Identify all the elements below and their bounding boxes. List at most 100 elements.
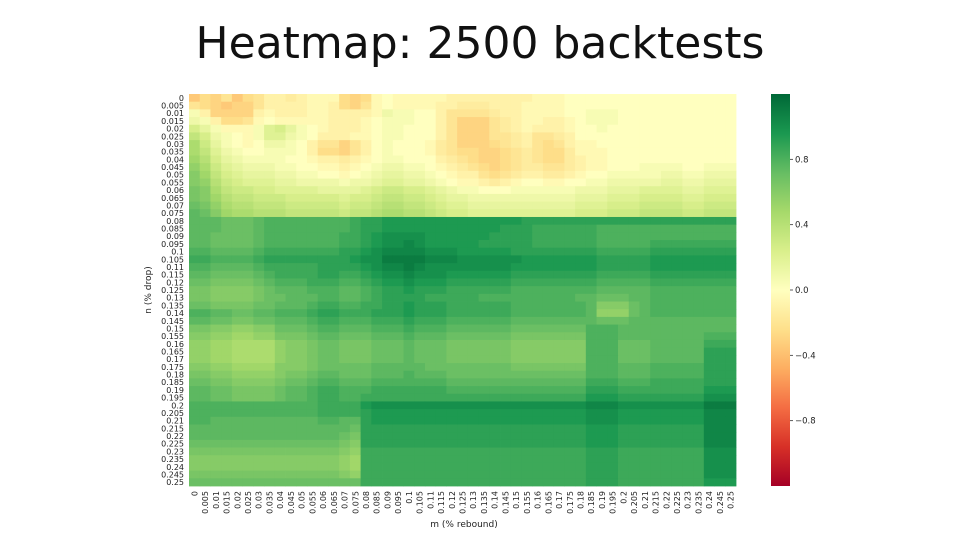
- heatmap-cell: [510, 117, 522, 126]
- heatmap-cell: [467, 370, 479, 379]
- heatmap-cell: [607, 409, 619, 418]
- heatmap-cell: [189, 355, 201, 364]
- heatmap-cell: [542, 370, 555, 379]
- heatmap-cell: [703, 270, 715, 279]
- heatmap-cell: [414, 178, 426, 187]
- heatmap-cell: [199, 409, 211, 418]
- heatmap-cell: [693, 347, 705, 356]
- heatmap-cell: [575, 247, 587, 256]
- heatmap-cell: [382, 170, 394, 179]
- heatmap-cell: [210, 216, 222, 226]
- heatmap-cell: [660, 163, 673, 172]
- heatmap-cell: [414, 378, 426, 387]
- heatmap-cell: [607, 470, 619, 479]
- heatmap-cell: [682, 193, 694, 203]
- heatmap-cell: [532, 309, 544, 318]
- heatmap-cell: [628, 224, 640, 233]
- heatmap-cell: [703, 470, 715, 479]
- heatmap-cell: [532, 216, 544, 226]
- heatmap-cell: [596, 309, 608, 318]
- heatmap-cell: [607, 201, 619, 210]
- x-tick-label: 0.135: [480, 491, 489, 514]
- heatmap-cell: [725, 109, 737, 118]
- heatmap-cell: [542, 286, 555, 295]
- heatmap-cell: [693, 216, 705, 226]
- heatmap-cell: [564, 140, 576, 149]
- heatmap-cell: [242, 339, 254, 349]
- heatmap-cell: [467, 140, 479, 149]
- x-tick-label: 0.085: [373, 491, 382, 514]
- heatmap-cell: [542, 155, 555, 164]
- heatmap-cell: [467, 293, 479, 302]
- y-tick-label: 0.23: [166, 447, 184, 456]
- heatmap-cell: [618, 193, 630, 203]
- heatmap-cell: [446, 247, 458, 256]
- heatmap-cell: [199, 255, 211, 264]
- heatmap-cell: [360, 155, 372, 164]
- heatmap-cell: [467, 132, 479, 141]
- heatmap-cell: [671, 462, 683, 472]
- heatmap-cell: [521, 416, 533, 425]
- heatmap-cell: [478, 378, 490, 387]
- heatmap-cell: [532, 324, 544, 333]
- heatmap-cell: [264, 240, 276, 249]
- heatmap-cell: [714, 332, 726, 341]
- heatmap-cell: [446, 347, 458, 356]
- heatmap-cell: [446, 201, 458, 210]
- heatmap-cell: [349, 124, 362, 133]
- heatmap-cell: [221, 263, 233, 272]
- heatmap-cell: [253, 94, 265, 103]
- heatmap-cell: [328, 462, 340, 472]
- heatmap-cell: [457, 147, 469, 156]
- heatmap-cell: [618, 309, 630, 318]
- heatmap-cell: [596, 370, 608, 379]
- heatmap-cell: [596, 278, 608, 287]
- heatmap-cell: [210, 232, 222, 241]
- x-tick-label: 0.145: [501, 491, 510, 514]
- x-tick-label: 0.185: [587, 491, 596, 514]
- heatmap-cell: [585, 270, 597, 279]
- heatmap-cell: [457, 140, 469, 149]
- heatmap-cell: [693, 309, 705, 318]
- heatmap-cell: [199, 324, 211, 333]
- heatmap-cell: [274, 293, 286, 302]
- heatmap-cell: [306, 386, 319, 395]
- heatmap-cell: [264, 209, 276, 218]
- heatmap-cell: [296, 270, 308, 279]
- heatmap-cell: [639, 178, 651, 187]
- heatmap-cell: [371, 363, 383, 372]
- heatmap-cell: [596, 416, 608, 425]
- heatmap-cell: [478, 263, 490, 272]
- heatmap-cell: [607, 355, 619, 364]
- y-tick-label: 0.16: [166, 340, 184, 349]
- heatmap-cell: [403, 378, 415, 387]
- heatmap-cell: [446, 193, 458, 203]
- heatmap-cell: [585, 247, 597, 256]
- heatmap-cell: [371, 278, 383, 287]
- heatmap-cell: [575, 339, 587, 349]
- heatmap-cell: [596, 170, 608, 179]
- y-tick-label: 0.135: [161, 301, 184, 310]
- heatmap-cell: [306, 209, 319, 218]
- heatmap-cell: [360, 101, 372, 110]
- heatmap-cell: [446, 316, 458, 325]
- heatmap-cell: [414, 132, 426, 141]
- heatmap-cell: [628, 378, 640, 387]
- heatmap-cell: [575, 255, 587, 264]
- heatmap-cell: [585, 378, 597, 387]
- heatmap-cell: [542, 355, 555, 364]
- y-tick-label: 0.17: [166, 355, 184, 364]
- heatmap-cell: [703, 416, 715, 425]
- heatmap-cell: [264, 201, 276, 210]
- heatmap-cell: [682, 401, 694, 410]
- heatmap-cell: [478, 255, 490, 264]
- heatmap-cell: [478, 117, 490, 126]
- heatmap-cell: [360, 132, 372, 141]
- heatmap-cell: [296, 409, 308, 418]
- heatmap-cell: [349, 347, 362, 356]
- heatmap-cell: [210, 247, 222, 256]
- heatmap-cell: [274, 316, 286, 325]
- heatmap-cell: [328, 263, 340, 272]
- heatmap-cell: [328, 216, 340, 226]
- heatmap-cell: [725, 140, 737, 149]
